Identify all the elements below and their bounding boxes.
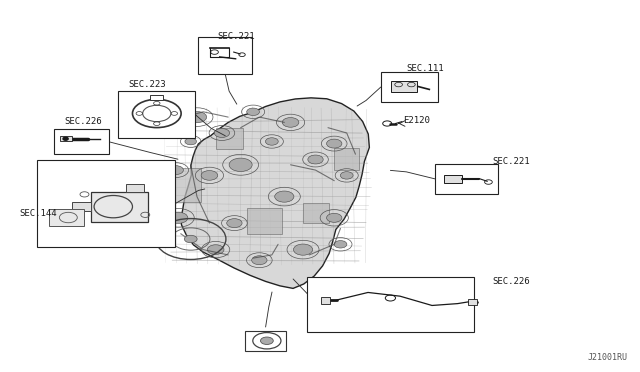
- Circle shape: [188, 112, 207, 123]
- Circle shape: [63, 137, 68, 140]
- Bar: [54, 129, 109, 154]
- Circle shape: [227, 219, 242, 228]
- Circle shape: [282, 118, 299, 127]
- Bar: [435, 164, 498, 194]
- Circle shape: [185, 138, 196, 145]
- Bar: [334, 148, 358, 170]
- Bar: [49, 209, 84, 226]
- Bar: [118, 91, 195, 138]
- Bar: [198, 37, 252, 74]
- Bar: [444, 174, 462, 183]
- Circle shape: [229, 158, 252, 171]
- Bar: [150, 95, 163, 100]
- Bar: [381, 72, 438, 102]
- Circle shape: [201, 170, 218, 180]
- Bar: [126, 184, 144, 192]
- Circle shape: [275, 191, 294, 202]
- Bar: [247, 208, 282, 234]
- Text: SEC.144: SEC.144: [19, 209, 57, 218]
- Circle shape: [184, 235, 197, 243]
- Circle shape: [214, 129, 230, 138]
- Circle shape: [246, 108, 260, 116]
- Bar: [245, 331, 286, 351]
- Text: SEC.223: SEC.223: [128, 80, 166, 89]
- Bar: [303, 203, 329, 223]
- Circle shape: [293, 244, 312, 255]
- Circle shape: [326, 214, 342, 222]
- Bar: [307, 277, 474, 332]
- Text: J21001RU: J21001RU: [588, 353, 627, 362]
- Circle shape: [308, 155, 323, 164]
- Circle shape: [168, 166, 184, 174]
- Circle shape: [340, 172, 353, 179]
- Circle shape: [169, 212, 188, 224]
- Text: SEC.221: SEC.221: [218, 32, 255, 41]
- Bar: [468, 299, 477, 305]
- Circle shape: [326, 139, 342, 148]
- Bar: [72, 202, 91, 211]
- Bar: [391, 81, 417, 92]
- Text: SEC.221: SEC.221: [493, 157, 531, 166]
- Bar: [37, 160, 175, 247]
- Bar: [172, 169, 201, 202]
- Bar: [216, 128, 243, 149]
- Circle shape: [207, 245, 224, 254]
- Text: E2120: E2120: [403, 116, 430, 125]
- Polygon shape: [181, 98, 369, 288]
- Circle shape: [266, 138, 278, 145]
- Bar: [321, 297, 330, 304]
- Text: SEC.226: SEC.226: [64, 118, 102, 126]
- Text: SEC.226: SEC.226: [493, 278, 531, 286]
- Circle shape: [334, 241, 347, 248]
- Bar: [61, 136, 72, 141]
- Circle shape: [252, 256, 267, 265]
- Bar: [91, 192, 148, 222]
- Text: SEC.111: SEC.111: [406, 64, 444, 73]
- Circle shape: [260, 337, 273, 344]
